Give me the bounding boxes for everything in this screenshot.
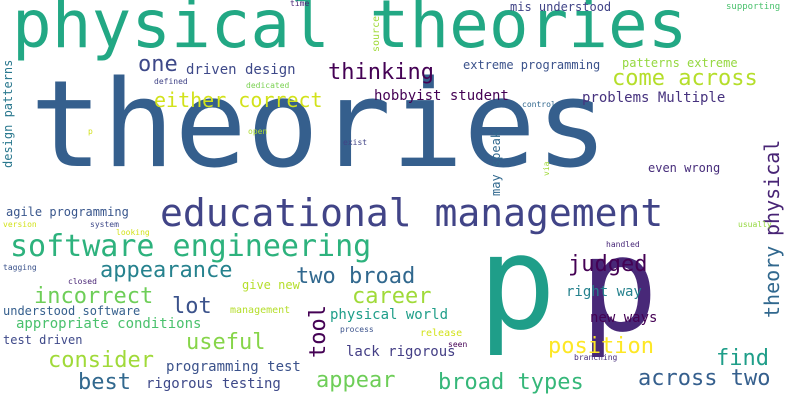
word-extreme-programming: extreme programming (463, 59, 600, 71)
word-branching: branching (574, 354, 617, 362)
word-rigorous-testing: rigorous testing (146, 377, 281, 391)
word-usually: usually (738, 221, 772, 229)
word-seen: seen (448, 341, 467, 349)
word-either-correct: either correct (154, 90, 323, 110)
word-theory-vertical: theory (762, 246, 782, 318)
word-exist: exist (343, 139, 367, 147)
word-across-two: across two (638, 368, 770, 390)
word-dedicated: dedicated (246, 82, 289, 90)
word-judged: judged (568, 254, 647, 276)
word-hobbyist-student: hobbyist student (374, 89, 509, 103)
word-give-new: give new (242, 279, 300, 291)
word-broad-types: broad types (438, 372, 584, 394)
word-management-small: management (230, 306, 290, 316)
word-design-patterns-vertical: design patterns (2, 60, 14, 168)
word-source-vertical: source (372, 16, 382, 52)
word-lack-rigorous: lack rigorous (346, 345, 456, 359)
word-open: open (248, 128, 267, 136)
word-one: one (138, 54, 178, 76)
word-useful: useful (186, 332, 265, 354)
word-physical-world: physical world (330, 308, 448, 322)
word-process: process (340, 326, 374, 334)
word-supporting: supporting (726, 3, 780, 12)
word-theories: theories (30, 66, 608, 186)
word-version: version (3, 221, 37, 229)
word-tool-vertical: tool (308, 305, 330, 358)
word-closed: closed (68, 278, 97, 286)
word-may-speak-vertical: may speak (490, 131, 502, 196)
word-defined: defined (154, 78, 188, 86)
word-agile-programming: agile programming (6, 206, 129, 218)
word-thinking: thinking (328, 62, 434, 84)
word-control: control (522, 101, 556, 109)
word-new-ways: new ways (590, 311, 657, 325)
word-p-large-teal: p (478, 218, 556, 348)
word-best: best (78, 372, 131, 394)
word-career: career (352, 286, 431, 308)
word-programming-test: programming test (166, 360, 301, 374)
word-release: release (420, 329, 462, 339)
word-patterns-extreme: patterns extreme (622, 57, 738, 69)
word-problems-multiple: problems Multiple (582, 91, 725, 105)
word-appropriate-conditions: appropriate conditions (16, 317, 201, 331)
word-consider: consider (48, 350, 154, 372)
word-time: time (290, 0, 309, 8)
word-p-small: p (88, 128, 93, 136)
word-right-way: right way (566, 285, 642, 299)
word-come-across: come across (612, 68, 758, 90)
word-mis-understood: mis understood (510, 1, 611, 13)
word-handled: handled (606, 241, 640, 249)
word-appear: appear (316, 370, 395, 392)
word-looking: looking (116, 229, 150, 237)
word-lot: lot (172, 296, 212, 318)
word-system: system (90, 221, 119, 229)
word-appearance: appearance (100, 260, 232, 282)
word-via-vertical: via (543, 162, 551, 176)
word-driven-design: driven design (186, 63, 296, 77)
word-test-driven: test driven (3, 334, 82, 346)
word-even-wrong: even wrong (648, 162, 720, 174)
word-tagging: tagging (3, 264, 37, 272)
